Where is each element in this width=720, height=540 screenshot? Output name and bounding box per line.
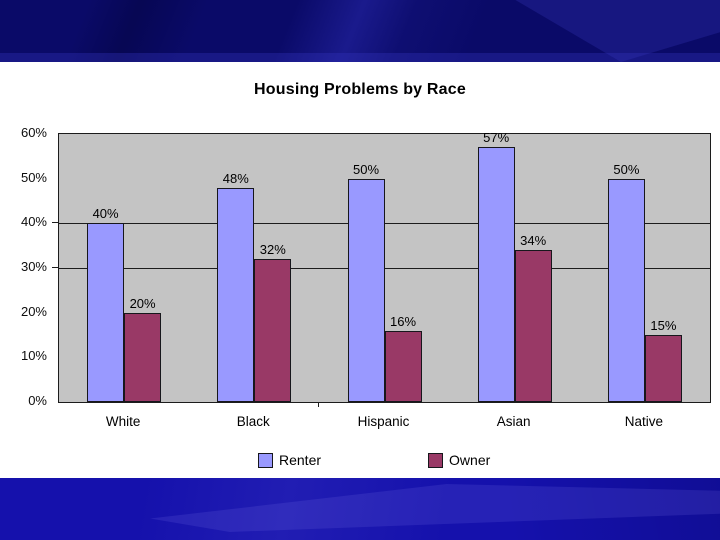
legend-item-owner: Owner	[428, 452, 490, 468]
bar-renter	[477, 147, 515, 402]
housing-problems-chart: Housing Problems by Race 0% 10% 20% 30% 40% 5…	[0, 62, 720, 478]
x-category-label: Black	[236, 414, 270, 429]
bar-value-label: 50%	[352, 161, 380, 177]
x-category-label: Asian	[496, 414, 531, 429]
legend: Renter Owner	[258, 452, 490, 468]
x-category-label: Hispanic	[357, 414, 410, 429]
bar-value-label: 32%	[259, 242, 286, 258]
legend-label: Renter	[279, 452, 322, 468]
bar-value-label: 50%	[613, 161, 640, 177]
bar-value-label: 57%	[483, 130, 510, 146]
bar-owner	[124, 312, 162, 402]
bar-renter	[607, 178, 645, 402]
legend-label: Owner	[449, 452, 491, 468]
chart-title: Housing Problems by Race	[254, 81, 466, 98]
bar-renter	[217, 187, 255, 402]
y-axis-tickmark	[52, 267, 58, 268]
x-category-label: White	[105, 414, 141, 429]
y-axis-tick-label: 40%	[20, 214, 47, 230]
bar-value-label: 48%	[222, 170, 249, 186]
gridline	[59, 267, 710, 269]
y-axis-tick-label: 20%	[20, 303, 47, 319]
legend-swatch-icon	[258, 452, 273, 468]
y-axis-tick-label: 50%	[20, 169, 47, 185]
y-axis-tickmark	[52, 222, 58, 224]
bar-value-label: 40%	[92, 206, 119, 222]
bar-value-label: 16%	[389, 313, 417, 329]
bar-renter	[347, 178, 385, 402]
x-category-label: Native	[624, 414, 664, 429]
plot-area: 40% 20% 48% 32% 50% 16% 57% 34% 50% 15%	[58, 130, 711, 403]
top-banner-glow	[0, 53, 720, 62]
bar-owner	[514, 250, 552, 402]
legend-item-renter: Renter	[258, 452, 321, 468]
bar-value-label: 34%	[520, 233, 547, 249]
bottom-banner-streak	[150, 484, 720, 532]
bar-renter	[87, 223, 125, 402]
bar-value-label: 15%	[650, 318, 677, 333]
bar-owner	[384, 330, 422, 402]
gridline	[59, 222, 710, 224]
slide-content-area: Housing Problems by Race 0% 10% 20% 30% 40% 5…	[0, 62, 720, 478]
bar-value-label: 20%	[129, 295, 156, 311]
slide-top-banner	[0, 0, 720, 62]
y-axis-tick-label: 0%	[28, 393, 47, 408]
bar-owner	[254, 259, 292, 402]
y-axis-tick-label: 30%	[20, 259, 47, 274]
x-axis-tickmark	[318, 402, 320, 407]
slide-bottom-banner	[0, 478, 720, 540]
y-axis-tick-label: 10%	[20, 348, 47, 364]
legend-swatch-icon	[428, 452, 444, 468]
bar-owner	[644, 335, 682, 402]
y-axis-tick-label: 60%	[20, 125, 47, 140]
